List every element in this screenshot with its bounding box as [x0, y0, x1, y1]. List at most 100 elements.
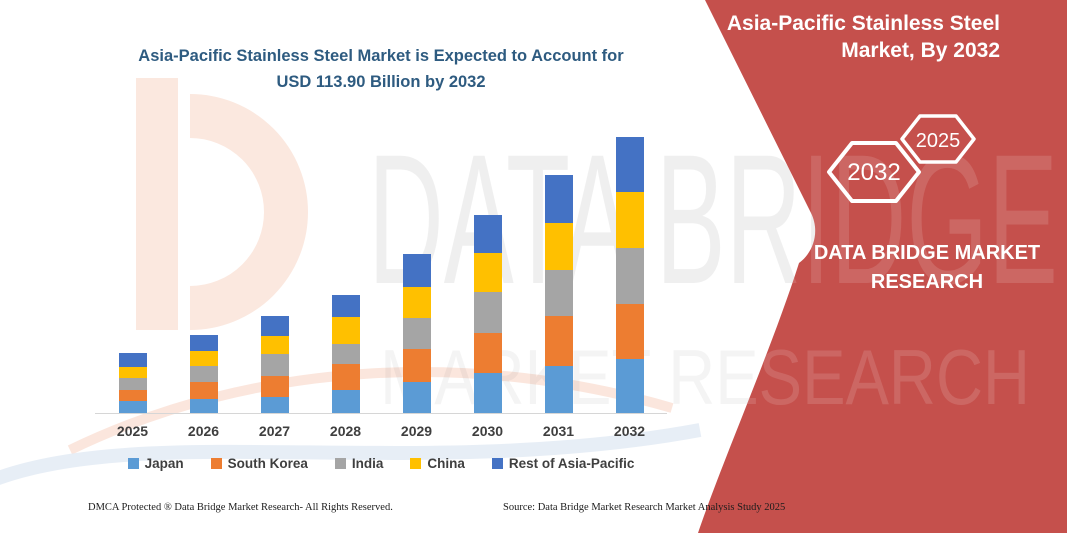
x-axis-label: 2028 [329, 423, 362, 439]
footer-source-text: Source: Data Bridge Market Research Mark… [503, 502, 786, 513]
x-axis-label: 2029 [400, 423, 433, 439]
bar-segment [544, 270, 573, 317]
bar-segment [331, 363, 360, 390]
legend-label: Rest of Asia-Pacific [508, 456, 635, 471]
bar-segment [189, 382, 218, 399]
bar-segment [118, 366, 147, 379]
bar-segment [402, 318, 431, 350]
legend-swatch [410, 458, 422, 469]
brand-name-line1: DATA BRIDGE MARKET [814, 242, 1040, 264]
bar-segment [260, 397, 289, 413]
x-axis-label: 2027 [258, 423, 291, 439]
x-axis-label: 2031 [542, 423, 575, 439]
bar-column-2026 [168, 118, 239, 413]
footer-dmca-text: DMCA Protected ® Data Bridge Market Rese… [88, 502, 393, 513]
legend-item: Japan [127, 456, 184, 471]
x-axis-label: 2032 [613, 423, 646, 439]
bar-segment [402, 349, 431, 383]
bar-segment [189, 334, 218, 351]
bar-segment [402, 287, 431, 319]
bar-segment [331, 389, 360, 413]
bar-segment [615, 192, 644, 249]
stacked-bar [189, 334, 218, 413]
bar-segment [402, 253, 431, 288]
bar-segment [615, 248, 644, 305]
legend-label: China [427, 456, 465, 471]
hexagon-2025: 2025 [900, 114, 976, 164]
legend-label: Japan [144, 456, 184, 471]
chart-title-line1: Asia-Pacific Stainless Steel Market is E… [138, 47, 624, 65]
stacked-bar [260, 316, 289, 413]
bar-column-2030 [452, 118, 523, 413]
swoosh-peach [67, 367, 674, 455]
bar-column-2028 [310, 118, 381, 413]
bar-segment [544, 366, 573, 413]
chart-title: Asia-Pacific Stainless Steel Market is E… [95, 44, 667, 95]
bar-segment [473, 215, 502, 254]
bar-column-2027 [239, 118, 310, 413]
legend-item: China [410, 456, 465, 471]
bar-segment [473, 292, 502, 334]
chart-title-line2: USD 113.90 Billion by 2032 [276, 72, 486, 91]
legend-label: South Korea [227, 456, 308, 471]
bar-segment [260, 316, 289, 336]
legend-swatch [127, 458, 139, 469]
bar-column-2031 [523, 118, 594, 413]
bar-segment [260, 376, 289, 398]
bar-segment [473, 373, 502, 413]
bar-segment [331, 294, 360, 317]
chart-legend: Japan South Korea India China Rest of Asia-P… [95, 456, 667, 471]
stacked-bar-plot [97, 118, 665, 413]
legend-swatch [491, 458, 503, 469]
hexagon-2032: 2032 [827, 141, 921, 203]
bar-segment [402, 382, 431, 413]
legend-item: South Korea [210, 456, 308, 471]
x-axis-label: 2030 [471, 423, 504, 439]
legend-swatch [210, 458, 222, 469]
brand-name-line2: RESEARCH [871, 271, 983, 293]
hexagon-2025-label: 2025 [916, 130, 961, 152]
bar-segment [615, 137, 644, 193]
legend-label: India [351, 456, 384, 471]
bar-segment [260, 335, 289, 354]
banner-title-line2: Market, By 2032 [841, 39, 1000, 62]
bar-segment [189, 398, 218, 413]
dbmr-b-logo-watermark [136, 78, 308, 330]
swoosh-blue [0, 423, 702, 486]
x-axis-labels: 2025 2026 2027 2028 2029 2030 2031 2032 [97, 423, 665, 439]
bar-segment [615, 304, 644, 359]
stacked-bar [118, 353, 147, 413]
x-axis-label: 2026 [187, 423, 220, 439]
bar-segment [118, 353, 147, 367]
bar-segment [473, 333, 502, 374]
bar-segment [260, 353, 289, 377]
bar-segment [189, 366, 218, 383]
legend-item: Rest of Asia-Pacific [491, 456, 635, 471]
bar-segment [189, 350, 218, 367]
legend-item: India [334, 456, 384, 471]
stacked-bar [331, 294, 360, 413]
bar-segment [118, 401, 147, 413]
bar-segment [473, 253, 502, 293]
hexagon-2032-label: 2032 [847, 159, 900, 186]
bar-column-2025 [97, 118, 168, 413]
banner-title-line1: Asia-Pacific Stainless Steel [727, 12, 1000, 35]
bar-column-2032 [594, 118, 665, 413]
red-banner-shape [698, 0, 1067, 533]
stacked-bar [615, 137, 644, 413]
x-axis-label: 2025 [116, 423, 149, 439]
bar-segment [544, 175, 573, 224]
bar-segment [615, 359, 644, 413]
x-axis-line [95, 413, 667, 414]
bar-column-2029 [381, 118, 452, 413]
stacked-bar [544, 175, 573, 413]
bar-segment [544, 223, 573, 271]
bar-segment [331, 343, 360, 364]
bar-segment [331, 316, 360, 344]
bar-segment [118, 389, 147, 402]
bar-segment [118, 378, 147, 390]
stacked-bar [402, 253, 431, 413]
stacked-bar [473, 215, 502, 413]
